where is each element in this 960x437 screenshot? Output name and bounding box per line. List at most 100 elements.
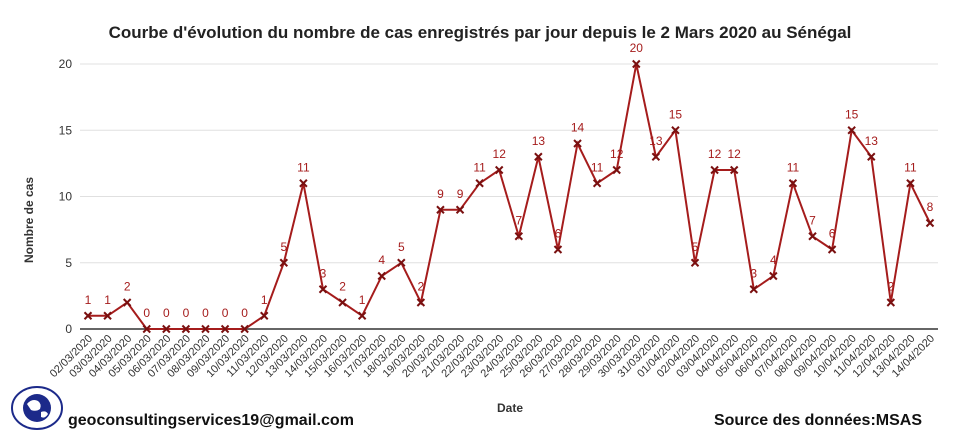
data-label: 7 [515, 213, 522, 227]
data-point-marker [612, 165, 621, 175]
data-point-marker [827, 245, 837, 254]
y-tick-label: 10 [59, 190, 73, 204]
data-point-marker [729, 165, 739, 175]
data-label: 0 [163, 306, 170, 320]
data-label: 1 [261, 293, 268, 307]
data-label: 0 [241, 306, 248, 320]
data-label: 13 [532, 134, 546, 148]
data-label: 0 [143, 306, 150, 320]
data-point-marker [299, 179, 308, 188]
data-label: 2 [124, 280, 131, 294]
y-tick-label: 20 [59, 57, 73, 71]
data-point-marker [377, 271, 386, 281]
data-point-marker [690, 258, 700, 267]
data-point-marker [338, 298, 347, 307]
footer-email: geoconsultingservices19@gmail.com [68, 412, 354, 429]
data-point-marker [142, 324, 151, 334]
data-label: 2 [418, 280, 425, 294]
data-label: 9 [437, 187, 444, 201]
data-point-marker [925, 218, 935, 228]
data-label: 7 [809, 213, 816, 227]
data-point-marker [867, 152, 876, 161]
data-point-marker [357, 311, 367, 320]
data-point-marker [906, 179, 915, 188]
data-label: 3 [320, 266, 327, 280]
data-point-marker [788, 179, 798, 188]
x-axis-title: Date [497, 401, 523, 415]
y-tick-label: 15 [59, 123, 73, 137]
data-point-marker [220, 324, 230, 334]
data-label: 4 [770, 253, 777, 267]
data-point-marker [162, 324, 171, 334]
data-label: 6 [555, 227, 562, 241]
data-label: 13 [649, 134, 663, 148]
series-line [88, 63, 931, 330]
data-label: 5 [398, 240, 405, 254]
data-label: 12 [610, 147, 624, 161]
data-point-marker [201, 324, 210, 334]
data-point-marker [592, 179, 602, 188]
data-label: 0 [183, 306, 190, 320]
data-point-marker [397, 258, 406, 267]
data-label: 0 [222, 306, 229, 320]
data-point-marker [769, 271, 778, 281]
gridlines [80, 63, 938, 330]
data-label: 11 [591, 160, 604, 174]
data-label: 20 [630, 41, 644, 55]
data-point-marker [318, 285, 328, 294]
data-label: 1 [359, 293, 366, 307]
data-label: 8 [927, 200, 934, 214]
data-point-marker [475, 179, 484, 188]
data-label: 12 [493, 147, 507, 161]
data-label: 5 [280, 240, 287, 254]
data-point-marker [847, 126, 856, 135]
data-label: 1 [85, 293, 92, 307]
data-point-marker [416, 298, 426, 307]
data-point-marker [573, 139, 582, 148]
data-point-marker [671, 126, 680, 135]
data-label: 9 [457, 187, 464, 201]
data-label: 3 [750, 266, 757, 280]
data-label: 5 [692, 240, 699, 254]
data-label: 13 [865, 134, 879, 148]
data-label: 1 [104, 293, 111, 307]
globe-logo-icon [11, 386, 63, 430]
data-point-marker [886, 298, 896, 307]
chart-title: Courbe d'évolution du nombre de cas enre… [109, 23, 852, 42]
y-axis-title: Nombre de cas [22, 177, 36, 263]
data-point-marker [240, 324, 249, 334]
data-point-marker [534, 152, 543, 161]
data-point-marker [455, 205, 465, 214]
data-label: 6 [829, 227, 836, 241]
data-label: 12 [708, 147, 722, 161]
data-point-marker [632, 59, 641, 69]
data-point-marker [279, 258, 289, 267]
data-point-marker [495, 165, 504, 175]
y-tick-label: 0 [65, 322, 72, 336]
data-label: 11 [787, 160, 800, 174]
data-point-marker [260, 311, 269, 320]
data-label: 12 [728, 147, 742, 161]
data-point-marker [749, 285, 758, 294]
data-point-marker [181, 324, 191, 334]
x-axis-ticks: 02/03/202003/03/202004/03/202005/03/2020… [48, 333, 937, 380]
data-point-marker [83, 311, 93, 320]
data-label: 11 [904, 160, 917, 174]
data-label: 11 [297, 160, 310, 174]
data-point-marker [651, 152, 661, 161]
data-label: 15 [669, 107, 683, 121]
data-point-marker [710, 165, 719, 175]
data-label: 11 [473, 160, 486, 174]
data-label: 14 [571, 121, 585, 135]
y-tick-label: 5 [65, 256, 72, 270]
data-label: 4 [378, 253, 385, 267]
data-label: 15 [845, 107, 859, 121]
data-point-marker [514, 232, 523, 241]
data-point-marker [808, 232, 817, 241]
data-point-marker [553, 245, 563, 254]
data-label: 0 [202, 306, 209, 320]
data-point-marker [122, 298, 132, 307]
data-source-note: Source des données:MSAS [713, 412, 922, 429]
